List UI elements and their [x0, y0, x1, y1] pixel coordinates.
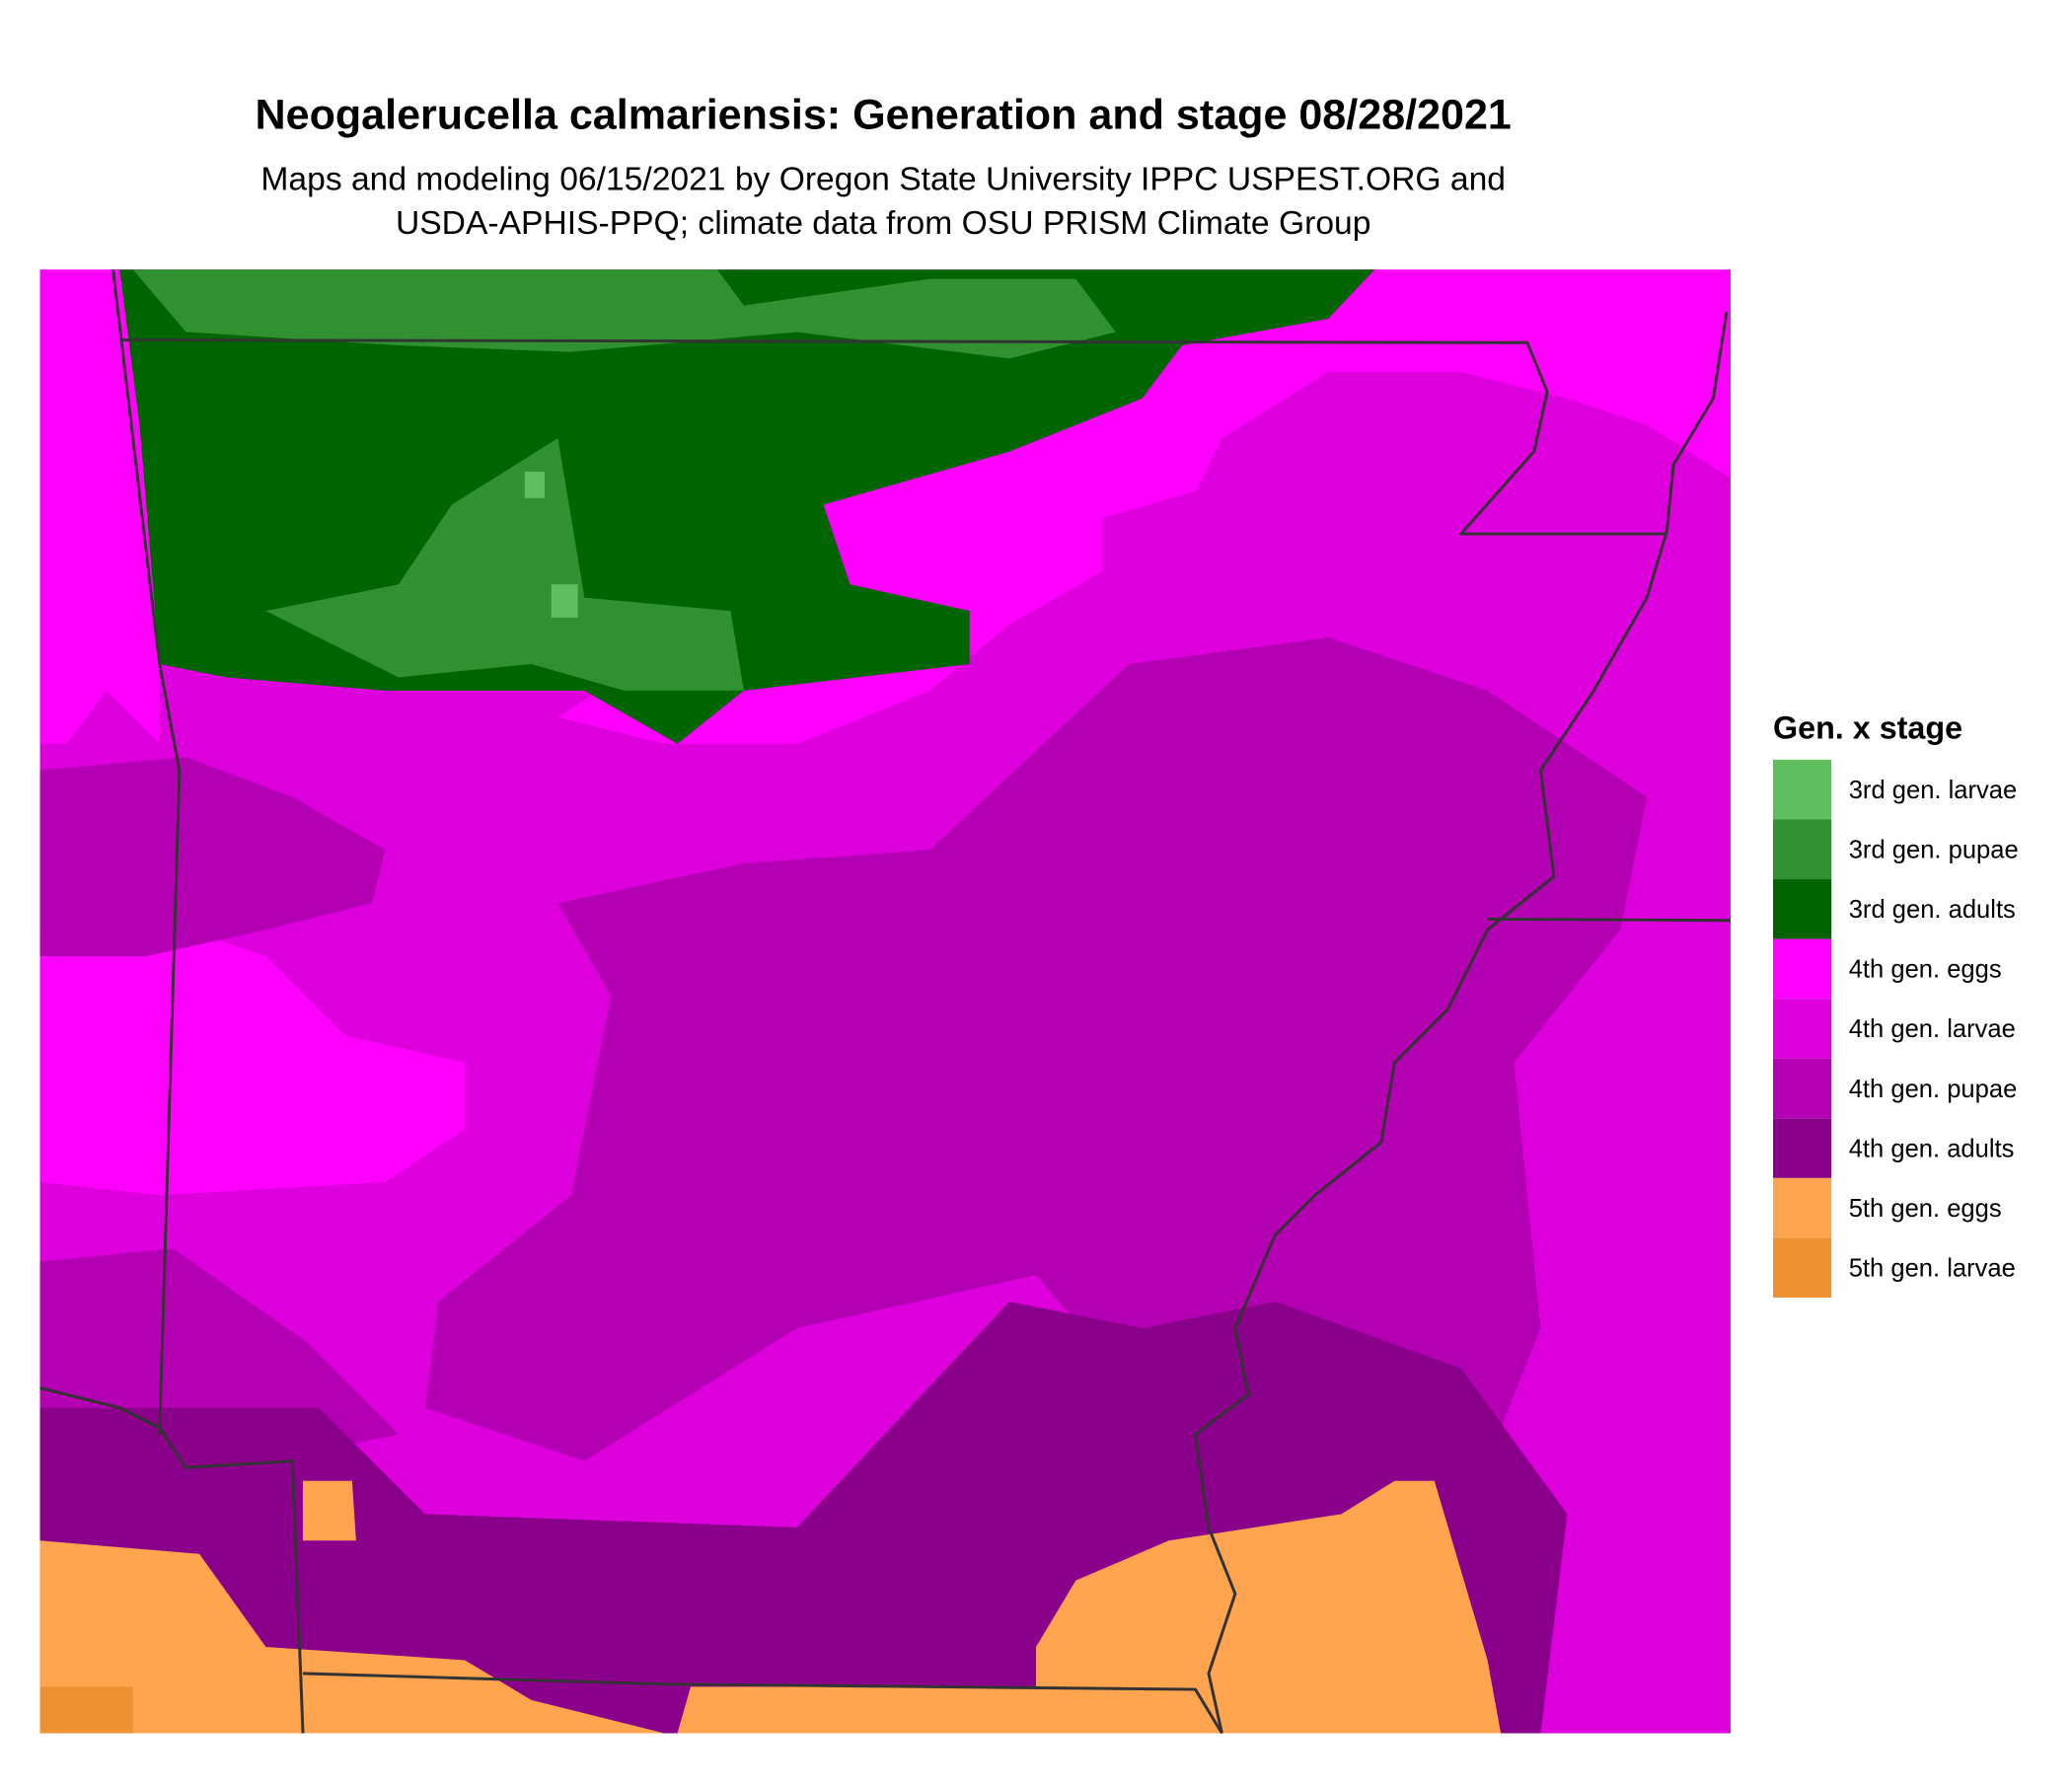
- legend-swatch: [1773, 879, 1832, 939]
- zone: [424, 637, 1648, 1461]
- zone: [132, 269, 1116, 359]
- legend-label: 4th gen. eggs: [1849, 956, 2002, 984]
- legend-swatch: [1773, 999, 1832, 1059]
- zone: [39, 1540, 665, 1734]
- subtitle: Maps and modeling 06/15/2021 by Oregon S…: [260, 161, 1506, 197]
- zone: [39, 269, 160, 744]
- legend-label: 3rd gen. pupae: [1849, 836, 2019, 863]
- state-border: [39, 1386, 305, 1734]
- legend-swatch: [1773, 1177, 1832, 1238]
- title: Neogalerucella calmariensis: Generation …: [256, 92, 1512, 139]
- legend-swatch: [1773, 1118, 1832, 1178]
- legend-label: 5th gen. eggs: [1849, 1195, 2002, 1223]
- zone: [551, 584, 578, 618]
- zone: [303, 1480, 356, 1541]
- legend-label: 3rd gen. adults: [1849, 896, 2016, 924]
- state-border: [1487, 917, 1731, 923]
- legend-label: 4th gen. adults: [1849, 1135, 2015, 1162]
- map: [39, 269, 1731, 1735]
- legend-label: 4th gen. pupae: [1849, 1076, 2018, 1103]
- legend-title: Gen. x stage: [1773, 709, 1962, 745]
- legend-swatch: [1773, 1058, 1832, 1119]
- legend-label: 5th gen. larvae: [1849, 1254, 2016, 1282]
- zone: [265, 438, 744, 691]
- legend-swatch: [1773, 938, 1832, 1000]
- legend: 3rd gen. larvae 3rd gen. pupae 3rd gen. ad…: [1773, 759, 2019, 1298]
- state-border: [111, 269, 182, 1435]
- zone: [39, 757, 386, 957]
- zone: [39, 916, 466, 1196]
- river: [1194, 312, 1729, 1734]
- legend-label: 4th gen. larvae: [1849, 1015, 2016, 1043]
- zone: [677, 1480, 1502, 1734]
- subtitle: USDA-APHIS-PPQ; climate data from OSU PR…: [396, 205, 1370, 242]
- legend-swatch: [1773, 1237, 1832, 1298]
- state-border: [302, 1672, 1223, 1735]
- legend-label: 3rd gen. larvae: [1849, 777, 2018, 804]
- legend-swatch: [1773, 759, 1832, 820]
- zone: [524, 471, 545, 498]
- zone: [39, 1686, 133, 1734]
- state-border: [119, 338, 1667, 536]
- legend-swatch: [1773, 819, 1832, 880]
